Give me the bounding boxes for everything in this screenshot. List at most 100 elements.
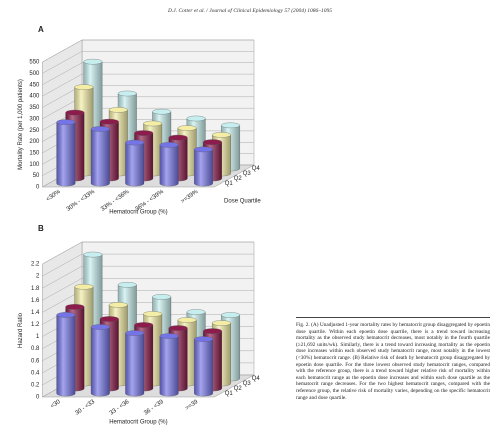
x-tick-label: <30 xyxy=(50,399,62,410)
y-tick-label: 1.4 xyxy=(31,310,40,316)
y-tick-label: 250 xyxy=(29,128,40,134)
depth-label: Q1 xyxy=(225,391,234,397)
cylinder-top xyxy=(74,84,94,90)
cylinder-top xyxy=(83,251,103,258)
cylinder-top xyxy=(65,304,85,310)
cylinder-shading xyxy=(56,314,76,397)
cylinder-top xyxy=(117,282,137,288)
y-tick-label: 0.6 xyxy=(31,358,40,364)
cylinder-top xyxy=(99,118,119,125)
panel-label: B xyxy=(38,224,44,233)
y-tick-label: 1.2 xyxy=(31,322,40,328)
cylinder xyxy=(194,336,213,397)
cylinder-top xyxy=(186,115,206,122)
cylinder-top xyxy=(194,146,213,153)
x-tick-label: 33 - <36 xyxy=(109,399,131,417)
cylinder-top xyxy=(74,284,94,290)
cylinder-top xyxy=(90,126,110,132)
cylinder-shading xyxy=(125,333,144,397)
y-tick-label: 300 xyxy=(29,116,40,122)
cylinder xyxy=(125,139,145,187)
cylinder xyxy=(56,119,76,187)
panel-label: A xyxy=(38,25,44,34)
y-tick-label: 0 xyxy=(36,395,40,401)
x-tick-label: 36 - <39 xyxy=(143,399,165,417)
depth-label: Q2 xyxy=(234,386,243,392)
cylinder-shading xyxy=(159,336,179,397)
grid-line xyxy=(42,265,254,289)
depth-label: Q3 xyxy=(243,171,252,177)
grid-line xyxy=(42,39,254,63)
cylinder-top xyxy=(177,317,197,323)
y-tick-label: 200 xyxy=(29,139,40,145)
cylinder-top xyxy=(56,119,76,125)
cylinder xyxy=(194,146,213,187)
y-tick-label: 500 xyxy=(29,71,40,77)
cylinder-top xyxy=(56,312,76,318)
cylinder-top xyxy=(168,134,188,141)
cylinder-shading xyxy=(194,339,213,397)
cylinder-top xyxy=(108,107,128,113)
depth-label: Q3 xyxy=(243,381,252,387)
x-tick-label: >=39% xyxy=(180,189,200,205)
cylinder-top xyxy=(186,309,206,315)
cylinder xyxy=(90,324,110,397)
y-tick-label: 0 xyxy=(36,185,40,191)
caption-rule xyxy=(296,317,490,318)
y-tick-label: 0.8 xyxy=(31,346,40,352)
x-axis-title: Hematocrit Group (%) xyxy=(109,420,167,426)
grid-line xyxy=(42,253,254,277)
cylinder xyxy=(159,333,179,397)
grid-line xyxy=(42,51,254,74)
cylinder-top xyxy=(221,312,240,318)
cylinder-top xyxy=(99,316,119,322)
cylinder-shading xyxy=(91,128,110,187)
cylinder-top xyxy=(90,324,110,330)
y-axis-title: Mortality Rate (per 1,000 patients) xyxy=(18,79,24,170)
cylinder-top xyxy=(203,139,222,145)
cylinder-top xyxy=(159,333,179,339)
cylinder-top xyxy=(143,120,163,127)
cylinder-top xyxy=(134,322,154,328)
depth-axis-title: Dose Quartile xyxy=(224,199,261,205)
x-tick-label: 30 - <33 xyxy=(74,399,96,417)
cylinder-top xyxy=(125,139,145,146)
cylinder-top xyxy=(125,330,145,336)
cylinder xyxy=(125,330,145,397)
y-tick-label: 350 xyxy=(29,105,40,111)
cylinder xyxy=(90,126,110,187)
x-tick-label: >=39 xyxy=(185,399,200,412)
cylinder-top xyxy=(117,90,137,97)
grid-line xyxy=(42,278,254,301)
depth-label: Q4 xyxy=(252,376,261,382)
y-tick-label: 150 xyxy=(29,150,40,156)
depth-label: Q2 xyxy=(234,176,243,182)
y-tick-label: 450 xyxy=(29,82,40,88)
y-tick-label: 1.6 xyxy=(31,298,40,304)
cylinder-top xyxy=(177,125,197,131)
y-tick-label: 2.2 xyxy=(31,262,40,268)
y-tick-label: 1 xyxy=(36,334,40,340)
cylinder-top xyxy=(212,132,231,138)
cylinder-top xyxy=(203,328,222,334)
cylinder-shading xyxy=(194,149,213,187)
y-tick-label: 400 xyxy=(29,94,40,100)
cylinder-top xyxy=(152,294,172,300)
y-tick-label: 0.2 xyxy=(31,382,40,388)
cylinder xyxy=(159,142,179,187)
y-tick-label: 550 xyxy=(29,60,40,66)
y-tick-label: 2 xyxy=(36,274,40,280)
cylinder-top xyxy=(134,130,154,136)
cylinder-top xyxy=(143,311,163,317)
cylinder-top xyxy=(152,108,172,115)
depth-label: Q1 xyxy=(225,181,234,187)
cylinder-top xyxy=(83,58,103,65)
figure-caption: Fig. 2. (A) Unadjusted 1-year mortality … xyxy=(296,322,490,401)
grid-line xyxy=(42,73,254,97)
x-tick-label: <30% xyxy=(46,189,63,203)
cylinder-top xyxy=(221,122,240,129)
cylinder-top xyxy=(159,142,179,148)
cylinder-top xyxy=(65,109,85,116)
